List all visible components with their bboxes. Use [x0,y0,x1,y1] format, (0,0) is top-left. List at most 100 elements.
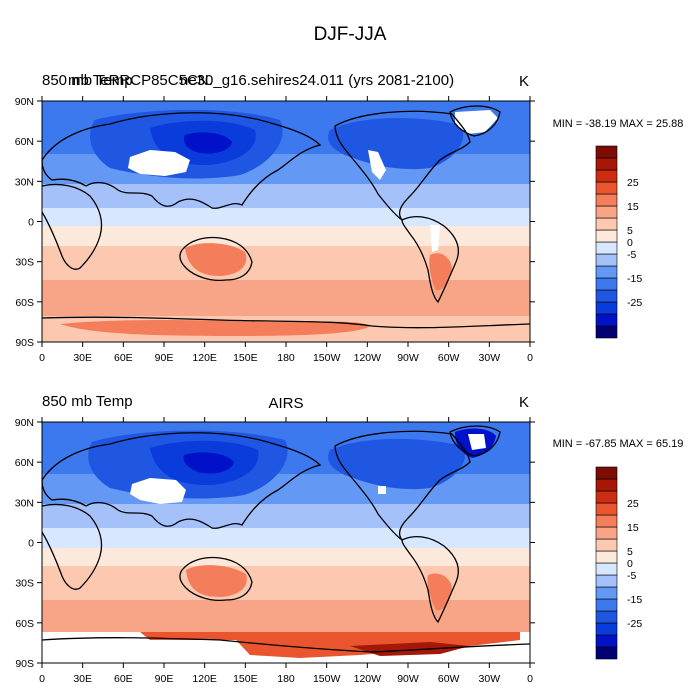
panel-airs-units: K [519,394,529,411]
panel-airs-band-tropics-north [42,525,530,552]
panel-model-antarctic-warm [60,320,370,336]
x-tick-label: 0 [39,352,45,364]
panel-model-missing-andes [430,225,440,252]
panel-model-band-tropics-north [42,205,530,232]
colorbar-label: 25 [627,177,639,189]
panel-model-missing-greenland [455,110,498,134]
x-tick-label: 120W [354,352,382,364]
panel-airs-left-label: 850 mb Temp [42,393,133,410]
panel-airs: 850 mb Temp AIRS K MIN = -67.85 MAX = 65… [15,393,684,685]
panel-model-coast-antarctica [41,316,531,329]
panel-airs-coastlines [41,425,531,653]
colorbar-box [595,277,618,291]
panel-model-siberia-core [184,132,232,154]
x-tick-label: 150W [313,673,341,685]
panel-airs-samerica-warm [427,573,452,611]
panel-airs-antarctic-edge-hot [350,642,470,656]
colorbar-label: 15 [627,522,639,534]
colorbar-label: -15 [627,594,642,606]
panel-model: 850 mb Temp mb TeRRCP85C5CN. ne30_g16.se… [15,72,684,364]
colorbar-box [595,574,618,588]
colorbar-box [595,301,618,315]
colorbar-box [595,610,618,624]
colorbar-box [595,253,618,267]
panel-model-header-garbled: mb TeRRCP85C5CN. [68,72,213,89]
colorbar-box [595,265,618,279]
panel-airs-center-label: AIRS [268,395,303,412]
x-tick-label: 0 [527,673,533,685]
panel-airs-coast-namerica [334,430,471,541]
colorbar-label: -25 [627,618,642,630]
panel-airs-coast-australia [179,556,253,602]
colorbar-box [595,217,618,231]
colorbar-label: 25 [627,498,639,510]
colorbar-box [595,325,618,339]
panel-model-missing-rockies [368,150,386,180]
y-tick-label: 90S [15,658,34,670]
panel-airs-stats: MIN = -67.85 MAX = 65.19 [553,438,684,450]
panel-airs-siberia-core [183,452,234,474]
x-tick-label: 0 [39,673,45,685]
panel-airs-map [41,421,531,664]
panel-model-missing-tibet [128,150,190,176]
x-tick-label: 150E [233,673,258,685]
panel-model-coastlines [41,105,531,329]
colorbar-label: 0 [627,237,633,249]
colorbar-box [595,229,618,243]
colorbar-box [595,157,618,171]
panel-airs-band-north-1 [42,500,530,528]
y-tick-label: 90N [15,96,34,108]
colorbar-label: 5 [627,225,633,237]
panel-model-australia-warm [185,243,247,276]
colorbar-label: -25 [627,297,642,309]
panel-airs-band-south-2 [42,566,530,605]
x-tick-label: 120W [354,673,382,685]
panel-model-coast-greenland [449,105,501,137]
panel-model-coast-africa [41,183,103,270]
panel-airs-colorbar: 25 15 50-5 -15 -25 [595,466,642,660]
panel-airs-coast-eurasia [41,432,322,529]
colorbar-box [595,193,618,207]
panel-model-band-north-1 [42,180,530,208]
colorbar-box [595,205,618,219]
x-tick-label: 150E [233,352,258,364]
colorbar-box [595,478,618,492]
panel-model-left-label: 850 mb Temp [42,72,133,89]
colorbar-box [595,598,618,612]
colorbar-box [595,550,618,564]
colorbar-box [595,634,618,648]
y-tick-label: 0 [28,538,34,550]
panel-airs-missing-rockies [378,486,386,494]
panel-airs-australia-warm [186,565,247,597]
x-tick-label: 60W [438,673,460,685]
y-tick-label: 30N [15,176,34,188]
panel-model-colorbar: 25 15 50-5 -15 -25 [595,145,642,339]
x-tick-label: 30E [73,673,92,685]
panel-airs-missing-greenland [468,434,486,450]
panel-airs-axes: 0 30E 60E 90E 120E 150E 180 150W 120W 90W 60W 30W 09… [15,417,535,685]
panel-model-units: K [519,73,529,90]
colorbar-box [595,181,618,195]
colorbar-box [595,313,618,327]
panel-model-band-south-3 [42,280,530,318]
y-tick-label: 60N [15,457,34,469]
panel-model-header-overlay: ne30_g16.sehires24.011 (yrs 2081-2100) [180,72,454,89]
panel-model-stats: MIN = -38.19 MAX = 25.88 [553,118,684,130]
colorbar-label: -15 [627,273,642,285]
figure-title: DJF-JJA [314,24,387,45]
colorbar-box [595,514,618,528]
colorbar-box [595,241,618,255]
colorbar-box [595,502,618,516]
panel-model-coast-namerica [334,110,471,221]
panel-model-map [41,100,531,343]
panel-airs-coast-greenland [449,425,501,457]
y-tick-label: 60S [15,297,34,309]
x-tick-label: 90W [397,673,419,685]
x-tick-label: 180 [277,352,295,364]
colorbar-box [595,622,618,636]
panel-model-namerica-cold [328,118,464,170]
y-tick-label: 30N [15,497,34,509]
x-tick-label: 180 [277,673,295,685]
x-tick-label: 0 [527,352,533,364]
